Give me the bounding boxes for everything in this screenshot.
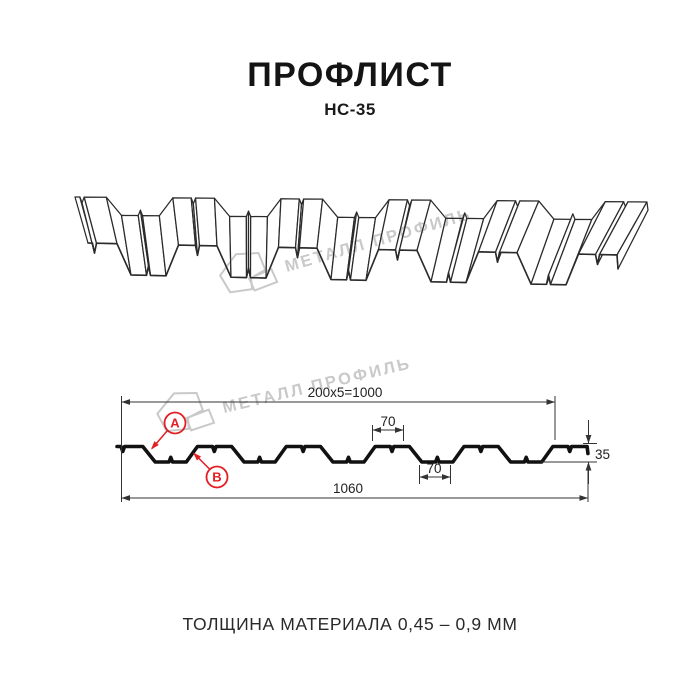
marker-a-letter: А <box>170 416 180 431</box>
dim-rib-top-width-label: 70 <box>380 414 395 429</box>
material-thickness-note: ТОЛЩИНА МАТЕРИАЛА 0,45 – 0,9 ММ <box>182 614 518 634</box>
marker-b-circle <box>205 465 229 489</box>
dim-rib-bottom-width-label: 70 <box>426 461 441 476</box>
profile-3d-drawing <box>74 196 649 286</box>
marker-annotations <box>151 430 211 470</box>
page-title: ПРОФЛИСТ <box>247 56 453 94</box>
dim-total-width-label: 1060 <box>333 481 363 496</box>
dimension-lines <box>121 396 597 502</box>
marker-b-letter: В <box>212 470 221 485</box>
profile-cross-section <box>115 444 590 464</box>
profile-model-label: НС-35 <box>324 100 376 119</box>
dim-top-span-label: 200x5=1000 <box>308 385 383 400</box>
dim-profile-height-label: 35 <box>595 447 610 462</box>
